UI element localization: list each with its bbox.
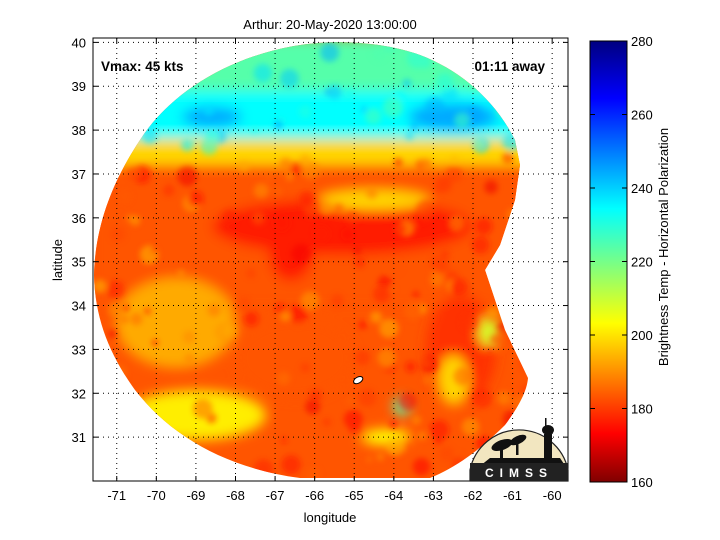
x-tick-label: -68	[226, 488, 245, 503]
x-tick-label: -64	[384, 488, 403, 503]
colorbar-gradient	[589, 40, 628, 483]
x-tick-label: -61	[503, 488, 522, 503]
x-tick-label: -62	[464, 488, 483, 503]
y-axis-label: latitude	[50, 239, 65, 281]
x-tick-label: -67	[266, 488, 285, 503]
time-away-annotation: 01:11 away	[474, 59, 545, 74]
cimss-logo-text: CIMSS	[485, 466, 553, 480]
colorbar-tick-label: 240	[631, 181, 653, 196]
y-tick-label: 34	[72, 299, 86, 314]
storm-center-icon	[353, 375, 364, 385]
chart-title: Arthur: 20-May-2020 13:00:00	[243, 17, 416, 32]
gridlines	[93, 38, 568, 481]
x-tick-label: -60	[543, 488, 562, 503]
x-tick-label: -69	[187, 488, 206, 503]
y-tick-label: 38	[72, 123, 86, 138]
colorbar-tick-label: 200	[631, 328, 653, 343]
x-axis-ticks: -71 -70 -69 -68 -67 -66 -65 -64 -63 -62 -61 -60	[107, 38, 562, 503]
y-tick-label: 39	[72, 79, 86, 94]
vmax-annotation: Vmax: 45 kts	[101, 59, 184, 74]
cimss-logo: CIMSS	[469, 418, 569, 482]
x-tick-label: -66	[305, 488, 324, 503]
y-tick-label: 40	[72, 35, 86, 50]
colorbar-tick-label: 220	[631, 255, 653, 270]
y-tick-label: 36	[72, 211, 86, 226]
y-tick-label: 32	[72, 386, 86, 401]
colorbar-tick-label: 180	[631, 402, 653, 417]
x-tick-label: -70	[147, 488, 166, 503]
x-axis-label: longitude	[304, 510, 357, 525]
y-tick-label: 31	[72, 430, 86, 445]
x-tick-label: -65	[345, 488, 364, 503]
axes-frame	[92, 37, 569, 482]
y-tick-label: 35	[72, 255, 86, 270]
plot-area: -71 -70 -69 -68 -67 -66 -65 -64 -63 -62 -61 -60 313…	[72, 35, 569, 503]
colorbar-tick-label: 160	[631, 475, 653, 490]
colorbar: 160 180 200 220 240 260 280	[589, 34, 653, 490]
y-tick-label: 33	[72, 342, 86, 357]
colorbar-tick-label: 260	[631, 108, 653, 123]
x-tick-label: -71	[107, 488, 126, 503]
colorbar-label: Brightness Temp - Horizontal Polarizatio…	[656, 128, 671, 366]
colorbar-ticks: 160 180 200 220 240 260 280	[590, 34, 653, 490]
x-tick-label: -63	[424, 488, 443, 503]
y-axis-ticks: 31 32 33 34 35 36 37 38 39 40	[72, 35, 568, 445]
y-tick-label: 37	[72, 167, 86, 182]
colorbar-tick-label: 280	[631, 34, 653, 49]
